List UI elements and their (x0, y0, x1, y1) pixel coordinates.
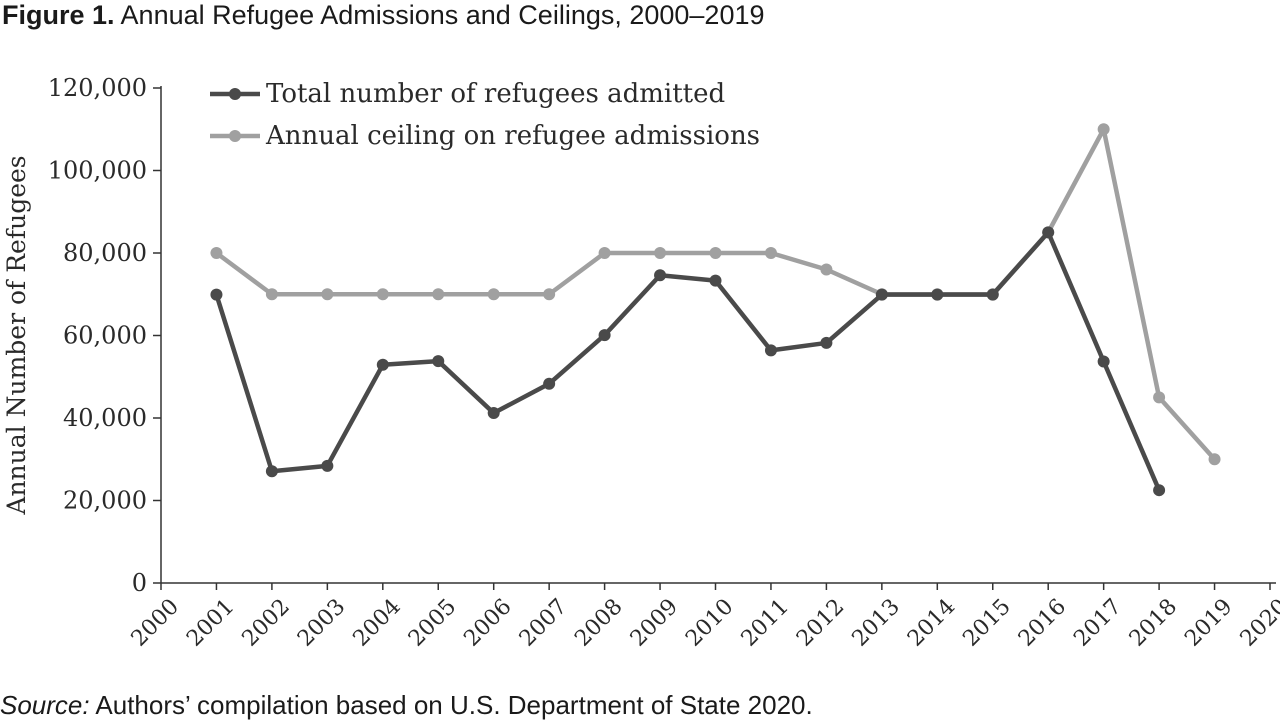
data-point (1153, 391, 1166, 404)
data-point (764, 344, 777, 357)
x-tick-label: 2012 (792, 594, 849, 651)
data-point (598, 247, 611, 259)
data-point (820, 263, 833, 276)
legend-label: Annual ceiling on refugee admissions (265, 121, 760, 151)
figure-title: Figure 1. Annual Refugee Admissions and … (2, 0, 765, 31)
x-tick-label: 2018 (1125, 594, 1182, 651)
legend-swatch-marker (229, 88, 241, 100)
x-tick-label: 2011 (737, 594, 794, 651)
x-tick-label: 2019 (1180, 594, 1237, 651)
data-point (321, 288, 334, 301)
x-tick-label: 2009 (626, 594, 683, 651)
x-tick-label: 2010 (681, 594, 738, 651)
figure-title-text: Annual Refugee Admissions and Ceilings, … (120, 0, 765, 30)
x-tick-label: 2016 (1014, 594, 1071, 651)
x-tick-label: 2013 (848, 594, 905, 651)
legend-swatch-marker (229, 130, 241, 142)
data-point (210, 288, 223, 301)
legend-label: Total number of refugees admitted (266, 79, 725, 109)
series-line (215, 127, 1217, 461)
data-point (931, 288, 944, 301)
data-point (487, 288, 500, 301)
data-point (986, 288, 999, 301)
data-point (376, 358, 389, 371)
data-point (1153, 484, 1166, 497)
y-tick-label: 120,000 (48, 74, 147, 102)
x-tick-label: 2000 (127, 594, 184, 651)
y-tick-label: 0 (132, 569, 147, 597)
legend-item: Annual ceiling on refugee admissions (210, 121, 760, 151)
data-point (210, 247, 223, 259)
x-tick-label: 2006 (459, 594, 516, 651)
series-layer (210, 123, 1221, 497)
x-tick-label: 2005 (404, 594, 461, 651)
figure-label: Figure 1. (2, 0, 115, 30)
x-tick-label: 2002 (238, 594, 295, 651)
y-tick-label: 100,000 (48, 157, 147, 185)
data-point (1097, 123, 1110, 136)
data-point (1208, 453, 1221, 466)
data-point (432, 288, 445, 301)
x-tick-label: 2003 (293, 594, 350, 651)
x-tick-label: 2014 (903, 594, 960, 651)
x-tick-label: 2008 (570, 594, 627, 651)
data-point (376, 288, 389, 301)
x-tick-label: 2004 (349, 594, 406, 651)
data-point (1097, 355, 1110, 368)
series-0 (210, 226, 1166, 497)
data-point (709, 274, 722, 287)
data-point (1042, 226, 1055, 239)
data-point (598, 329, 611, 342)
y-tick-label: 20,000 (63, 487, 147, 515)
x-tick-label: 2017 (1069, 594, 1126, 651)
data-point (432, 355, 445, 368)
data-point (764, 247, 777, 259)
axes: 0 20,000 40,000 60,000 80,000 100,000 120,000 2… (48, 74, 1280, 652)
series-line (214, 230, 1162, 492)
x-tick-label: 2020 (1236, 594, 1280, 651)
data-point (265, 288, 278, 301)
x-tick-label: 2001 (182, 594, 239, 651)
x-tick-label: 2015 (958, 594, 1015, 651)
data-point (709, 247, 722, 259)
data-point (321, 459, 334, 472)
data-point (654, 269, 667, 282)
data-point (654, 247, 667, 259)
y-tick-label: 60,000 (63, 322, 147, 350)
data-point (487, 407, 500, 420)
legend: Total number of refugees admitted Annual … (210, 79, 760, 151)
data-point (543, 288, 556, 301)
x-tick-label: 2007 (515, 594, 572, 651)
y-tick-label: 40,000 (63, 404, 147, 432)
data-point (265, 465, 278, 478)
y-axis-label: Annual Number of Refugees (2, 155, 31, 515)
data-point (820, 336, 833, 349)
data-point (875, 288, 888, 301)
source-text: Authors’ compilation based on U.S. Depar… (95, 690, 813, 720)
y-tick-label: 80,000 (63, 239, 147, 267)
source-note: Source: Authors’ compilation based on U.… (0, 690, 813, 721)
data-point (543, 377, 556, 390)
legend-item: Total number of refugees admitted (210, 79, 725, 109)
source-label: Source: (0, 690, 90, 720)
series-1 (210, 123, 1221, 466)
